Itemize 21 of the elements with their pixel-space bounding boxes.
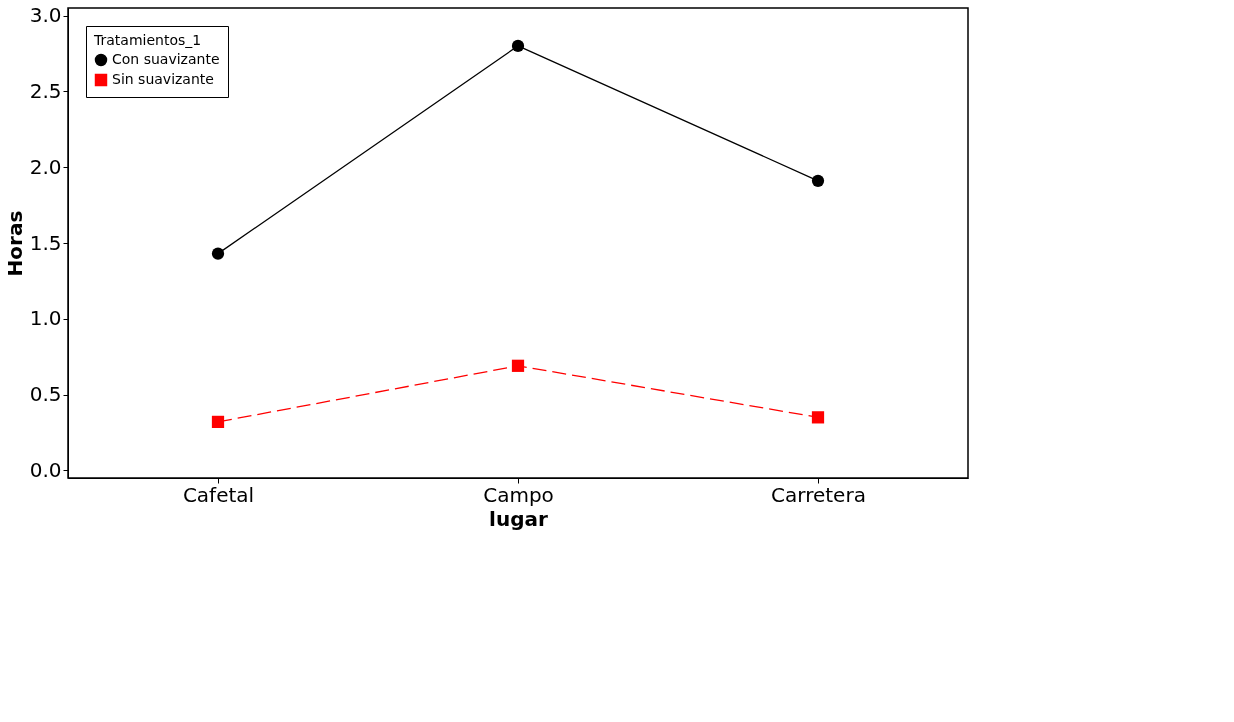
y-tick-label: 3.0 (29, 3, 62, 28)
point (211, 415, 225, 429)
y-tick-label: 0.5 (29, 382, 62, 407)
y-tick-label: 1.0 (29, 306, 62, 331)
point (511, 39, 525, 53)
x-tick-label: Campo (483, 482, 554, 507)
y-tick-label: 2.0 (29, 154, 62, 179)
point (511, 359, 525, 372)
y-tick-label: 2.5 (29, 78, 62, 103)
x-tick-label: Carretera (771, 482, 866, 507)
point (211, 247, 225, 260)
y-axis-title: Horas (2, 210, 27, 277)
y-tick-label: 0.0 (29, 457, 62, 482)
x-tick-label: Cafetal (182, 482, 255, 507)
legend-label: Con suavizante (112, 51, 220, 67)
point (811, 174, 825, 187)
legend-title: Tratamientos_1 (93, 32, 202, 48)
point (811, 411, 825, 424)
x-axis-title: lugar (489, 506, 549, 531)
y-tick-label: 1.5 (29, 230, 62, 255)
legend-label: Sin suavizante (112, 71, 214, 87)
